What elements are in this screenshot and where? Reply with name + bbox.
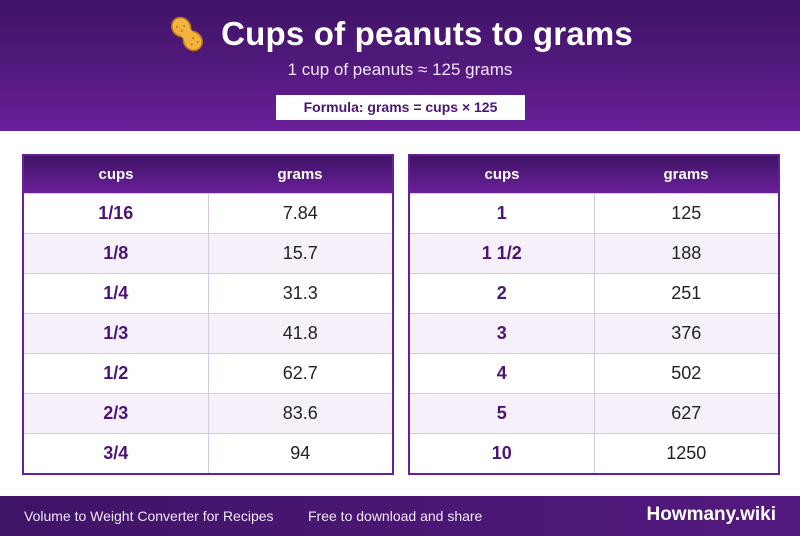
page-title: Cups of peanuts to grams	[221, 15, 633, 52]
peanut-icon	[167, 14, 207, 54]
column-header-grams: grams	[277, 166, 323, 183]
formula-badge: Formula: grams = cups × 125	[276, 95, 525, 120]
table-row: 1/16 7.84	[24, 193, 392, 233]
table-row: 3 376	[410, 313, 778, 353]
footer-brand-link[interactable]: Howmany.wiki	[646, 504, 776, 525]
cups-cell: 4	[410, 354, 595, 393]
cups-cell: 2	[410, 274, 595, 313]
grams-cell: 41.8	[282, 323, 318, 343]
grams-cell: 31.3	[282, 283, 318, 303]
footer-tagline: Volume to Weight Converter for Recipes	[24, 508, 274, 524]
cups-cell: 1 1/2	[410, 234, 595, 273]
cups-cell: 1/4	[24, 274, 209, 313]
grams-cell: 251	[671, 283, 702, 303]
table-row: 10 1250	[410, 433, 778, 473]
table-body: 1 125 1 1/2 188 2 251 3 376 4 502 5 627 …	[410, 193, 778, 473]
table-row: 2/3 83.6	[24, 393, 392, 433]
cups-cell: 1/3	[24, 314, 209, 353]
cups-cell: 5	[410, 394, 595, 433]
cups-cell: 3	[410, 314, 595, 353]
grams-cell: 15.7	[282, 243, 318, 263]
grams-cell: 188	[671, 243, 702, 263]
subtitle: 1 cup of peanuts ≈ 125 grams	[287, 60, 513, 79]
grams-cell: 125	[671, 203, 702, 223]
footer: Volume to Weight Converter for Recipes F…	[0, 496, 800, 536]
column-header-grams: grams	[663, 166, 709, 183]
grams-cell: 627	[671, 403, 702, 423]
table-header: cups grams	[410, 156, 778, 193]
title-row: Cups of peanuts to grams	[0, 12, 800, 56]
cups-cell: 1	[410, 194, 595, 233]
cups-cell: 1/16	[24, 194, 209, 233]
grams-cell: 376	[671, 323, 702, 343]
table-row: 1/4 31.3	[24, 273, 392, 313]
grams-cell: 1250	[666, 443, 707, 463]
table-row: 1 125	[410, 193, 778, 233]
grams-cell: 62.7	[282, 363, 318, 383]
table-body: 1/16 7.84 1/8 15.7 1/4 31.3 1/3 41.8 1/2…	[24, 193, 392, 473]
grams-cell: 502	[671, 363, 702, 383]
table-header: cups grams	[24, 156, 392, 193]
cups-cell: 10	[410, 434, 595, 473]
table-row: 1/3 41.8	[24, 313, 392, 353]
grams-cell: 94	[290, 443, 311, 463]
table-row: 5 627	[410, 393, 778, 433]
grams-cell: 7.84	[282, 203, 318, 223]
header: Cups of peanuts to grams 1 cup of peanut…	[0, 0, 800, 131]
cups-cell: 1/8	[24, 234, 209, 273]
conversion-table-right: cups grams 1 125 1 1/2 188 2 251 3 376 4…	[408, 154, 780, 475]
cups-cell: 1/2	[24, 354, 209, 393]
table-row: 1/8 15.7	[24, 233, 392, 273]
cups-cell: 2/3	[24, 394, 209, 433]
column-header-cups: cups	[484, 166, 520, 183]
column-header-cups: cups	[98, 166, 134, 183]
table-row: 1 1/2 188	[410, 233, 778, 273]
conversion-table-left: cups grams 1/16 7.84 1/8 15.7 1/4 31.3 1…	[22, 154, 394, 475]
grams-cell: 83.6	[282, 403, 318, 423]
cups-cell: 3/4	[24, 434, 209, 473]
footer-share-note: Free to download and share	[308, 508, 483, 524]
table-row: 1/2 62.7	[24, 353, 392, 393]
table-row: 3/4 94	[24, 433, 392, 473]
table-row: 4 502	[410, 353, 778, 393]
table-row: 2 251	[410, 273, 778, 313]
